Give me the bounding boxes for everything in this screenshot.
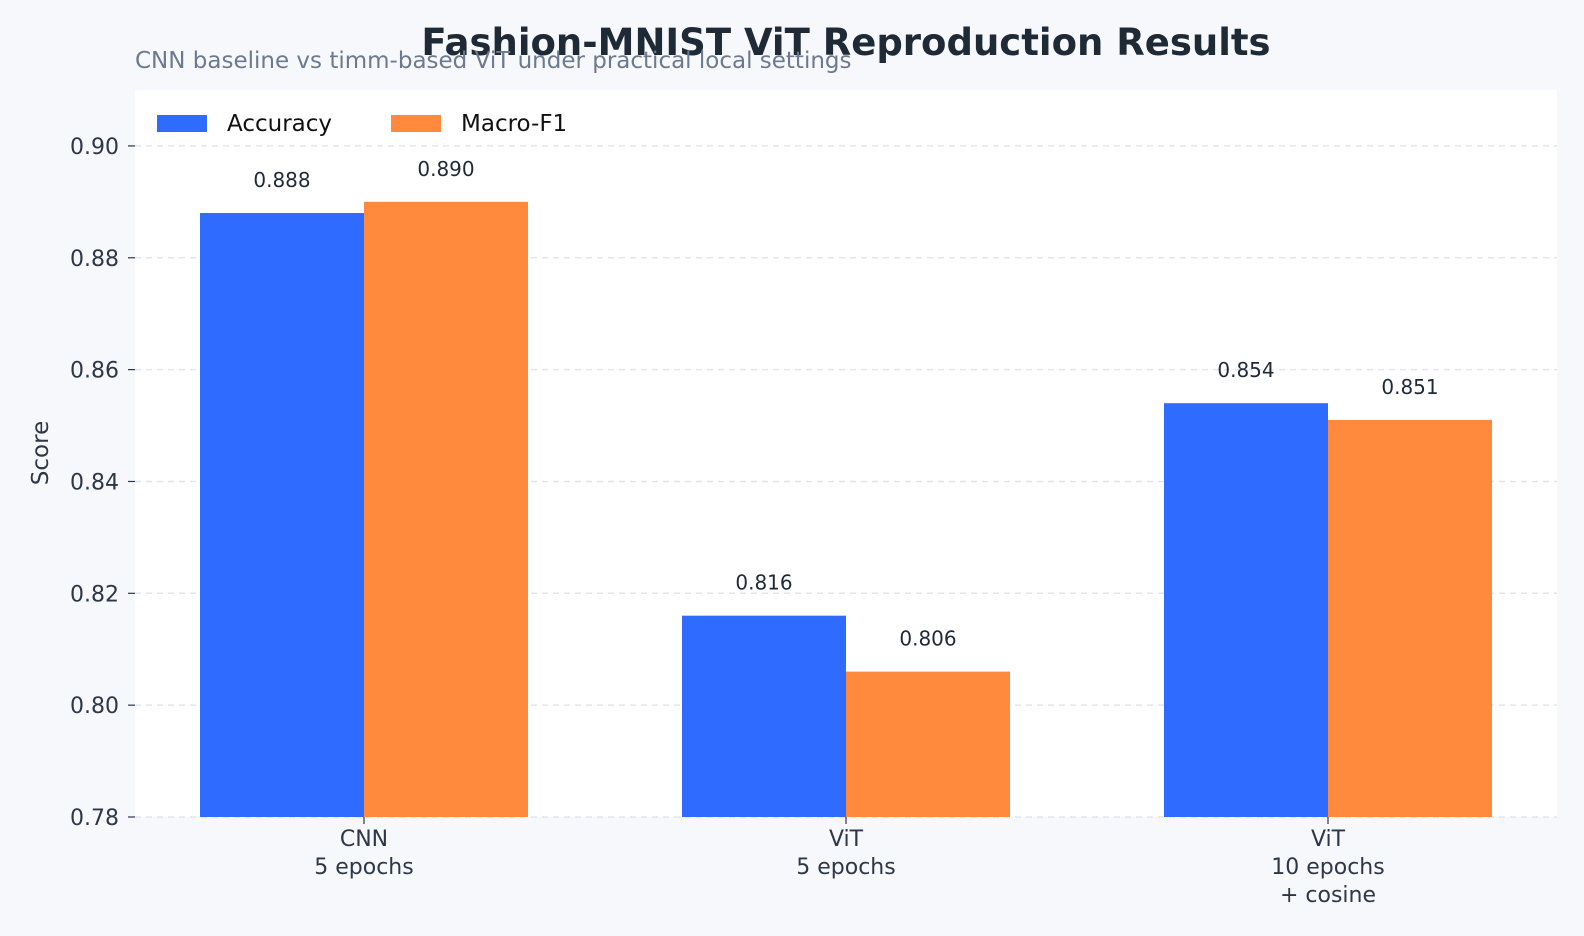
legend-label: Accuracy (227, 111, 332, 137)
bar-macro-f1 (1328, 419, 1492, 817)
y-tick-label: 0.86 (70, 359, 119, 384)
x-tick-label-line: + cosine (1280, 883, 1376, 908)
bar-accuracy (200, 213, 364, 817)
y-axis-label: Score (28, 421, 54, 485)
bar-accuracy (1164, 403, 1328, 817)
y-tick-label: 0.80 (70, 694, 119, 719)
legend-swatch (157, 115, 207, 132)
x-tick-label: ViT 10 epochs + cosine (1271, 827, 1384, 908)
bar-macro-f1 (846, 671, 1010, 817)
bar-macro-f1 (364, 201, 528, 817)
y-tick-label: 0.78 (70, 806, 119, 831)
bar-value-label: 0.806 (899, 627, 956, 651)
x-tick-label-line: 5 epochs (314, 855, 413, 880)
legend-item: Accuracy (157, 111, 332, 137)
y-tick-label: 0.90 (70, 135, 119, 160)
x-tick-label-line: CNN (340, 827, 388, 852)
bar-value-label: 0.816 (735, 571, 792, 595)
bar-value-label: 0.854 (1217, 358, 1274, 382)
bar-value-label: 0.890 (417, 157, 474, 181)
bars (200, 201, 1492, 817)
y-tick-label: 0.88 (70, 247, 119, 272)
x-tick-label: CNN 5 epochs (314, 827, 413, 880)
bar-value-label: 0.851 (1381, 375, 1438, 399)
bar-value-label: 0.888 (253, 168, 310, 192)
chart-subtitle: CNN baseline vs timm-based ViT under pra… (135, 48, 852, 74)
legend-item: Macro-F1 (391, 111, 567, 137)
x-tick-label-line: ViT (1311, 827, 1346, 852)
y-tick-label: 0.84 (70, 470, 119, 495)
bar-accuracy (682, 615, 846, 817)
x-tick-label-line: 10 epochs (1271, 855, 1384, 880)
x-axis-ticks: CNN 5 epochs ViT 5 epochs ViT 10 epochs + cosi… (314, 817, 1385, 908)
x-tick-label: ViT 5 epochs (796, 827, 895, 880)
x-tick-label-line: 5 epochs (796, 855, 895, 880)
y-tick-label: 0.82 (70, 582, 119, 607)
legend-label: Macro-F1 (461, 111, 567, 137)
x-tick-label-line: ViT (829, 827, 864, 852)
legend: Accuracy Macro-F1 (157, 111, 567, 137)
legend-swatch (391, 115, 441, 132)
bar-value-labels: 0.888 0.890 0.816 0.806 0.854 0.851 (253, 157, 1438, 651)
y-axis-ticks: 0.78 0.80 0.82 0.84 0.86 0.88 0.90 (70, 135, 135, 831)
chart-title: Fashion-MNIST ViT Reproduction Results (421, 21, 1270, 64)
